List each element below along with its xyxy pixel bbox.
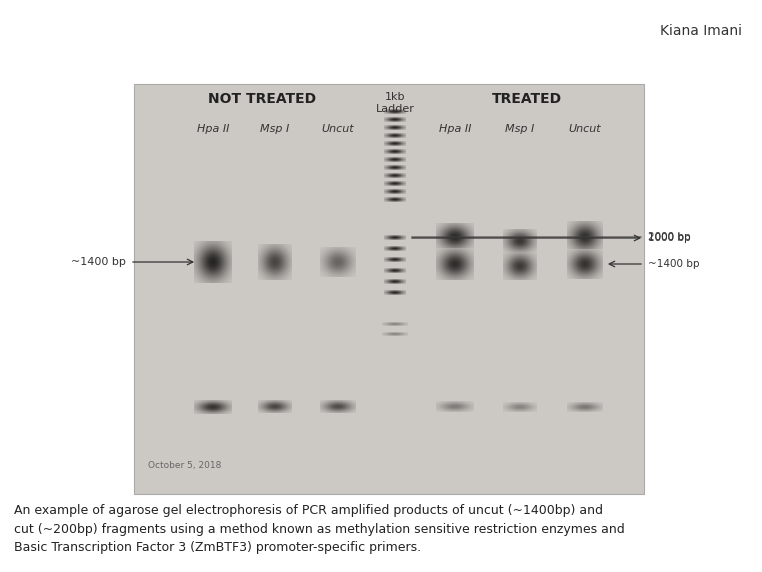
Text: October 5, 2018: October 5, 2018: [148, 461, 222, 470]
Bar: [134, 84, 644, 494]
Text: Uncut: Uncut: [322, 124, 354, 134]
Text: 1kb
Ladder: 1kb Ladder: [376, 92, 415, 114]
Text: An example of agarose gel electrophoresis of PCR amplified products of uncut (~1: An example of agarose gel electrophoresi…: [14, 504, 625, 554]
Text: Msp I: Msp I: [261, 124, 290, 134]
Text: Hpa II: Hpa II: [197, 124, 229, 134]
Text: ~1400 bp: ~1400 bp: [71, 257, 126, 267]
Text: Hpa II: Hpa II: [439, 124, 471, 134]
Text: Kiana Imani: Kiana Imani: [660, 24, 742, 38]
Text: 2000 bp: 2000 bp: [648, 232, 690, 242]
Text: Uncut: Uncut: [568, 124, 601, 134]
Text: NOT TREATED: NOT TREATED: [208, 92, 316, 106]
Text: 1000 bp: 1000 bp: [648, 233, 690, 243]
Text: Msp I: Msp I: [505, 124, 535, 134]
Text: ~1400 bp: ~1400 bp: [648, 259, 700, 269]
Text: TREATED: TREATED: [492, 92, 562, 106]
